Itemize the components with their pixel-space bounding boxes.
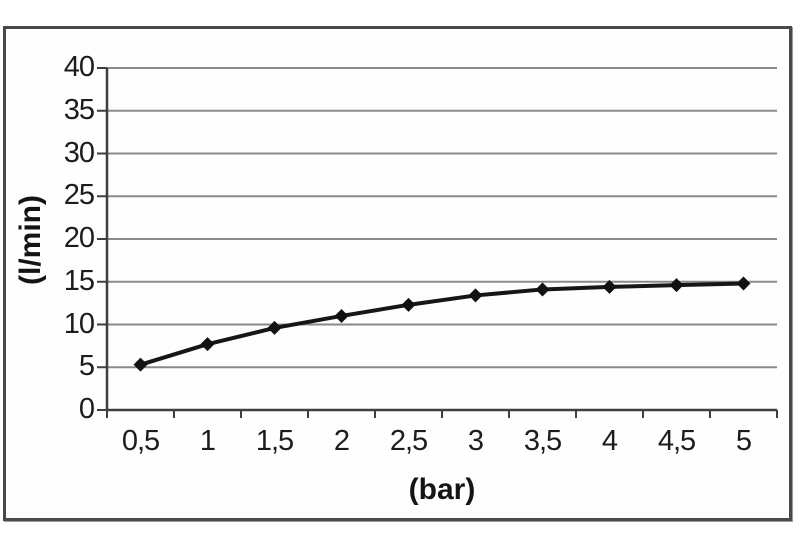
x-tick-label: 5 — [735, 425, 752, 457]
data-point-marker — [736, 276, 751, 291]
y-tick-label: 5 — [78, 350, 95, 383]
series-line — [138, 281, 746, 367]
x-tick-label: 2 — [333, 425, 350, 457]
y-tick-label: 20 — [63, 222, 95, 254]
y-tick-label: 25 — [63, 179, 95, 212]
x-tick-label: 3,5 — [523, 425, 562, 457]
data-point-marker — [401, 297, 416, 312]
data-point-marker — [602, 279, 617, 294]
y-tick-label: 0 — [78, 393, 95, 425]
x-tick-label: 1,5 — [255, 425, 294, 457]
x-tick-label: 2,5 — [389, 425, 428, 457]
y-axis-title: (l/min) — [14, 195, 47, 285]
data-point-marker — [468, 288, 483, 303]
y-tick-label: 40 — [63, 51, 95, 83]
x-tick-label: 4 — [601, 425, 618, 457]
y-tick-label: 30 — [63, 136, 95, 169]
y-tick-label: 15 — [63, 264, 95, 297]
data-point-marker — [200, 337, 215, 352]
x-tick-label: 1 — [199, 425, 216, 457]
x-tick-label: 4,5 — [657, 425, 696, 457]
y-tick-label: 35 — [63, 93, 95, 126]
chart-frame — [3, 26, 792, 521]
x-tick-label: 3 — [467, 425, 484, 457]
data-point-marker — [267, 320, 282, 335]
y-tick-label: 10 — [63, 307, 95, 340]
data-point-marker — [669, 278, 684, 293]
x-tick-label: 0,5 — [121, 425, 160, 457]
x-axis-title: (bar) — [408, 473, 476, 506]
data-point-marker — [535, 282, 550, 297]
data-point-marker — [133, 357, 148, 372]
data-point-marker — [334, 308, 349, 323]
